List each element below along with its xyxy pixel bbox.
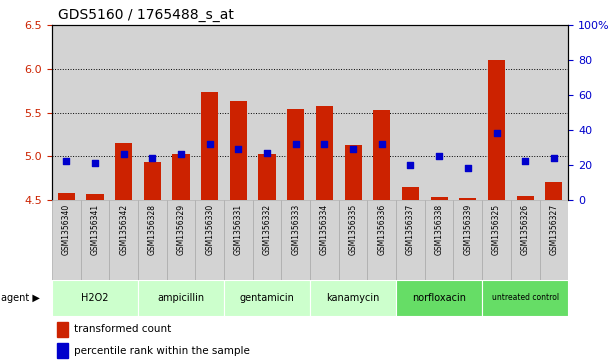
Bar	[459, 198, 477, 200]
Bar	[172, 154, 189, 200]
Bar	[425, 200, 453, 280]
Text: untreated control: untreated control	[492, 293, 559, 302]
Text: GSM1356337: GSM1356337	[406, 204, 415, 255]
Point	[205, 141, 214, 147]
Text: GSM1356327: GSM1356327	[549, 204, 558, 255]
Bar	[540, 200, 568, 280]
Text: gentamicin: gentamicin	[240, 293, 295, 303]
Point	[521, 158, 530, 164]
Bar	[402, 187, 419, 200]
Point	[348, 146, 358, 152]
Bar	[167, 200, 196, 280]
Text: GSM1356342: GSM1356342	[119, 204, 128, 255]
Text: GSM1356341: GSM1356341	[90, 204, 100, 255]
Point	[463, 166, 473, 171]
Bar	[253, 200, 282, 280]
Text: percentile rank within the sample: percentile rank within the sample	[73, 346, 249, 356]
Bar	[482, 200, 511, 280]
Text: agent ▶: agent ▶	[1, 293, 40, 303]
Point	[147, 155, 157, 161]
Bar	[482, 280, 568, 316]
Point	[262, 150, 272, 155]
Bar	[230, 101, 247, 200]
Point	[320, 141, 329, 147]
Bar	[57, 343, 68, 358]
Text: transformed count: transformed count	[73, 325, 171, 334]
Bar	[310, 200, 338, 280]
Bar	[57, 193, 75, 200]
Bar	[310, 280, 396, 316]
Text: ampicillin: ampicillin	[158, 293, 205, 303]
Bar	[517, 196, 534, 200]
Text: GSM1356328: GSM1356328	[148, 204, 157, 254]
Point	[492, 131, 502, 136]
Point	[549, 155, 559, 161]
Text: GSM1356333: GSM1356333	[291, 204, 300, 255]
Bar	[224, 280, 310, 316]
Text: GSM1356329: GSM1356329	[177, 204, 186, 255]
Bar	[345, 145, 362, 200]
Bar	[86, 195, 104, 200]
Bar	[316, 106, 333, 200]
Text: GSM1356340: GSM1356340	[62, 204, 71, 255]
Bar	[338, 200, 367, 280]
Bar	[196, 200, 224, 280]
Point	[434, 153, 444, 159]
Text: GDS5160 / 1765488_s_at: GDS5160 / 1765488_s_at	[58, 8, 234, 22]
Point	[406, 162, 415, 168]
Bar	[115, 143, 132, 200]
Text: GSM1356332: GSM1356332	[263, 204, 271, 255]
Bar	[373, 110, 390, 200]
Point	[291, 141, 301, 147]
Point	[61, 158, 71, 164]
Point	[119, 151, 128, 157]
Text: GSM1356325: GSM1356325	[492, 204, 501, 255]
Bar	[201, 91, 218, 200]
Bar	[431, 197, 448, 200]
Point	[176, 151, 186, 157]
Bar	[258, 154, 276, 200]
Text: GSM1356331: GSM1356331	[234, 204, 243, 255]
Text: norfloxacin: norfloxacin	[412, 293, 466, 303]
Bar	[109, 200, 138, 280]
Bar	[57, 322, 68, 337]
Bar	[511, 200, 540, 280]
Text: kanamycin: kanamycin	[326, 293, 380, 303]
Bar	[224, 200, 253, 280]
Text: H2O2: H2O2	[81, 293, 109, 303]
Bar	[488, 60, 505, 200]
Text: GSM1356339: GSM1356339	[463, 204, 472, 255]
Bar	[396, 280, 482, 316]
Bar	[52, 280, 138, 316]
Point	[377, 141, 387, 147]
Bar	[396, 200, 425, 280]
Text: GSM1356336: GSM1356336	[377, 204, 386, 255]
Bar	[287, 109, 304, 200]
Bar	[545, 182, 563, 200]
Point	[233, 146, 243, 152]
Bar	[453, 200, 482, 280]
Bar	[52, 200, 81, 280]
Bar	[81, 200, 109, 280]
Bar	[138, 200, 167, 280]
Text: GSM1356334: GSM1356334	[320, 204, 329, 255]
Bar	[367, 200, 396, 280]
Point	[90, 160, 100, 166]
Text: GSM1356338: GSM1356338	[434, 204, 444, 255]
Text: GSM1356326: GSM1356326	[521, 204, 530, 255]
Bar	[282, 200, 310, 280]
Text: GSM1356330: GSM1356330	[205, 204, 214, 255]
Text: GSM1356335: GSM1356335	[349, 204, 357, 255]
Bar	[138, 280, 224, 316]
Bar	[144, 162, 161, 200]
